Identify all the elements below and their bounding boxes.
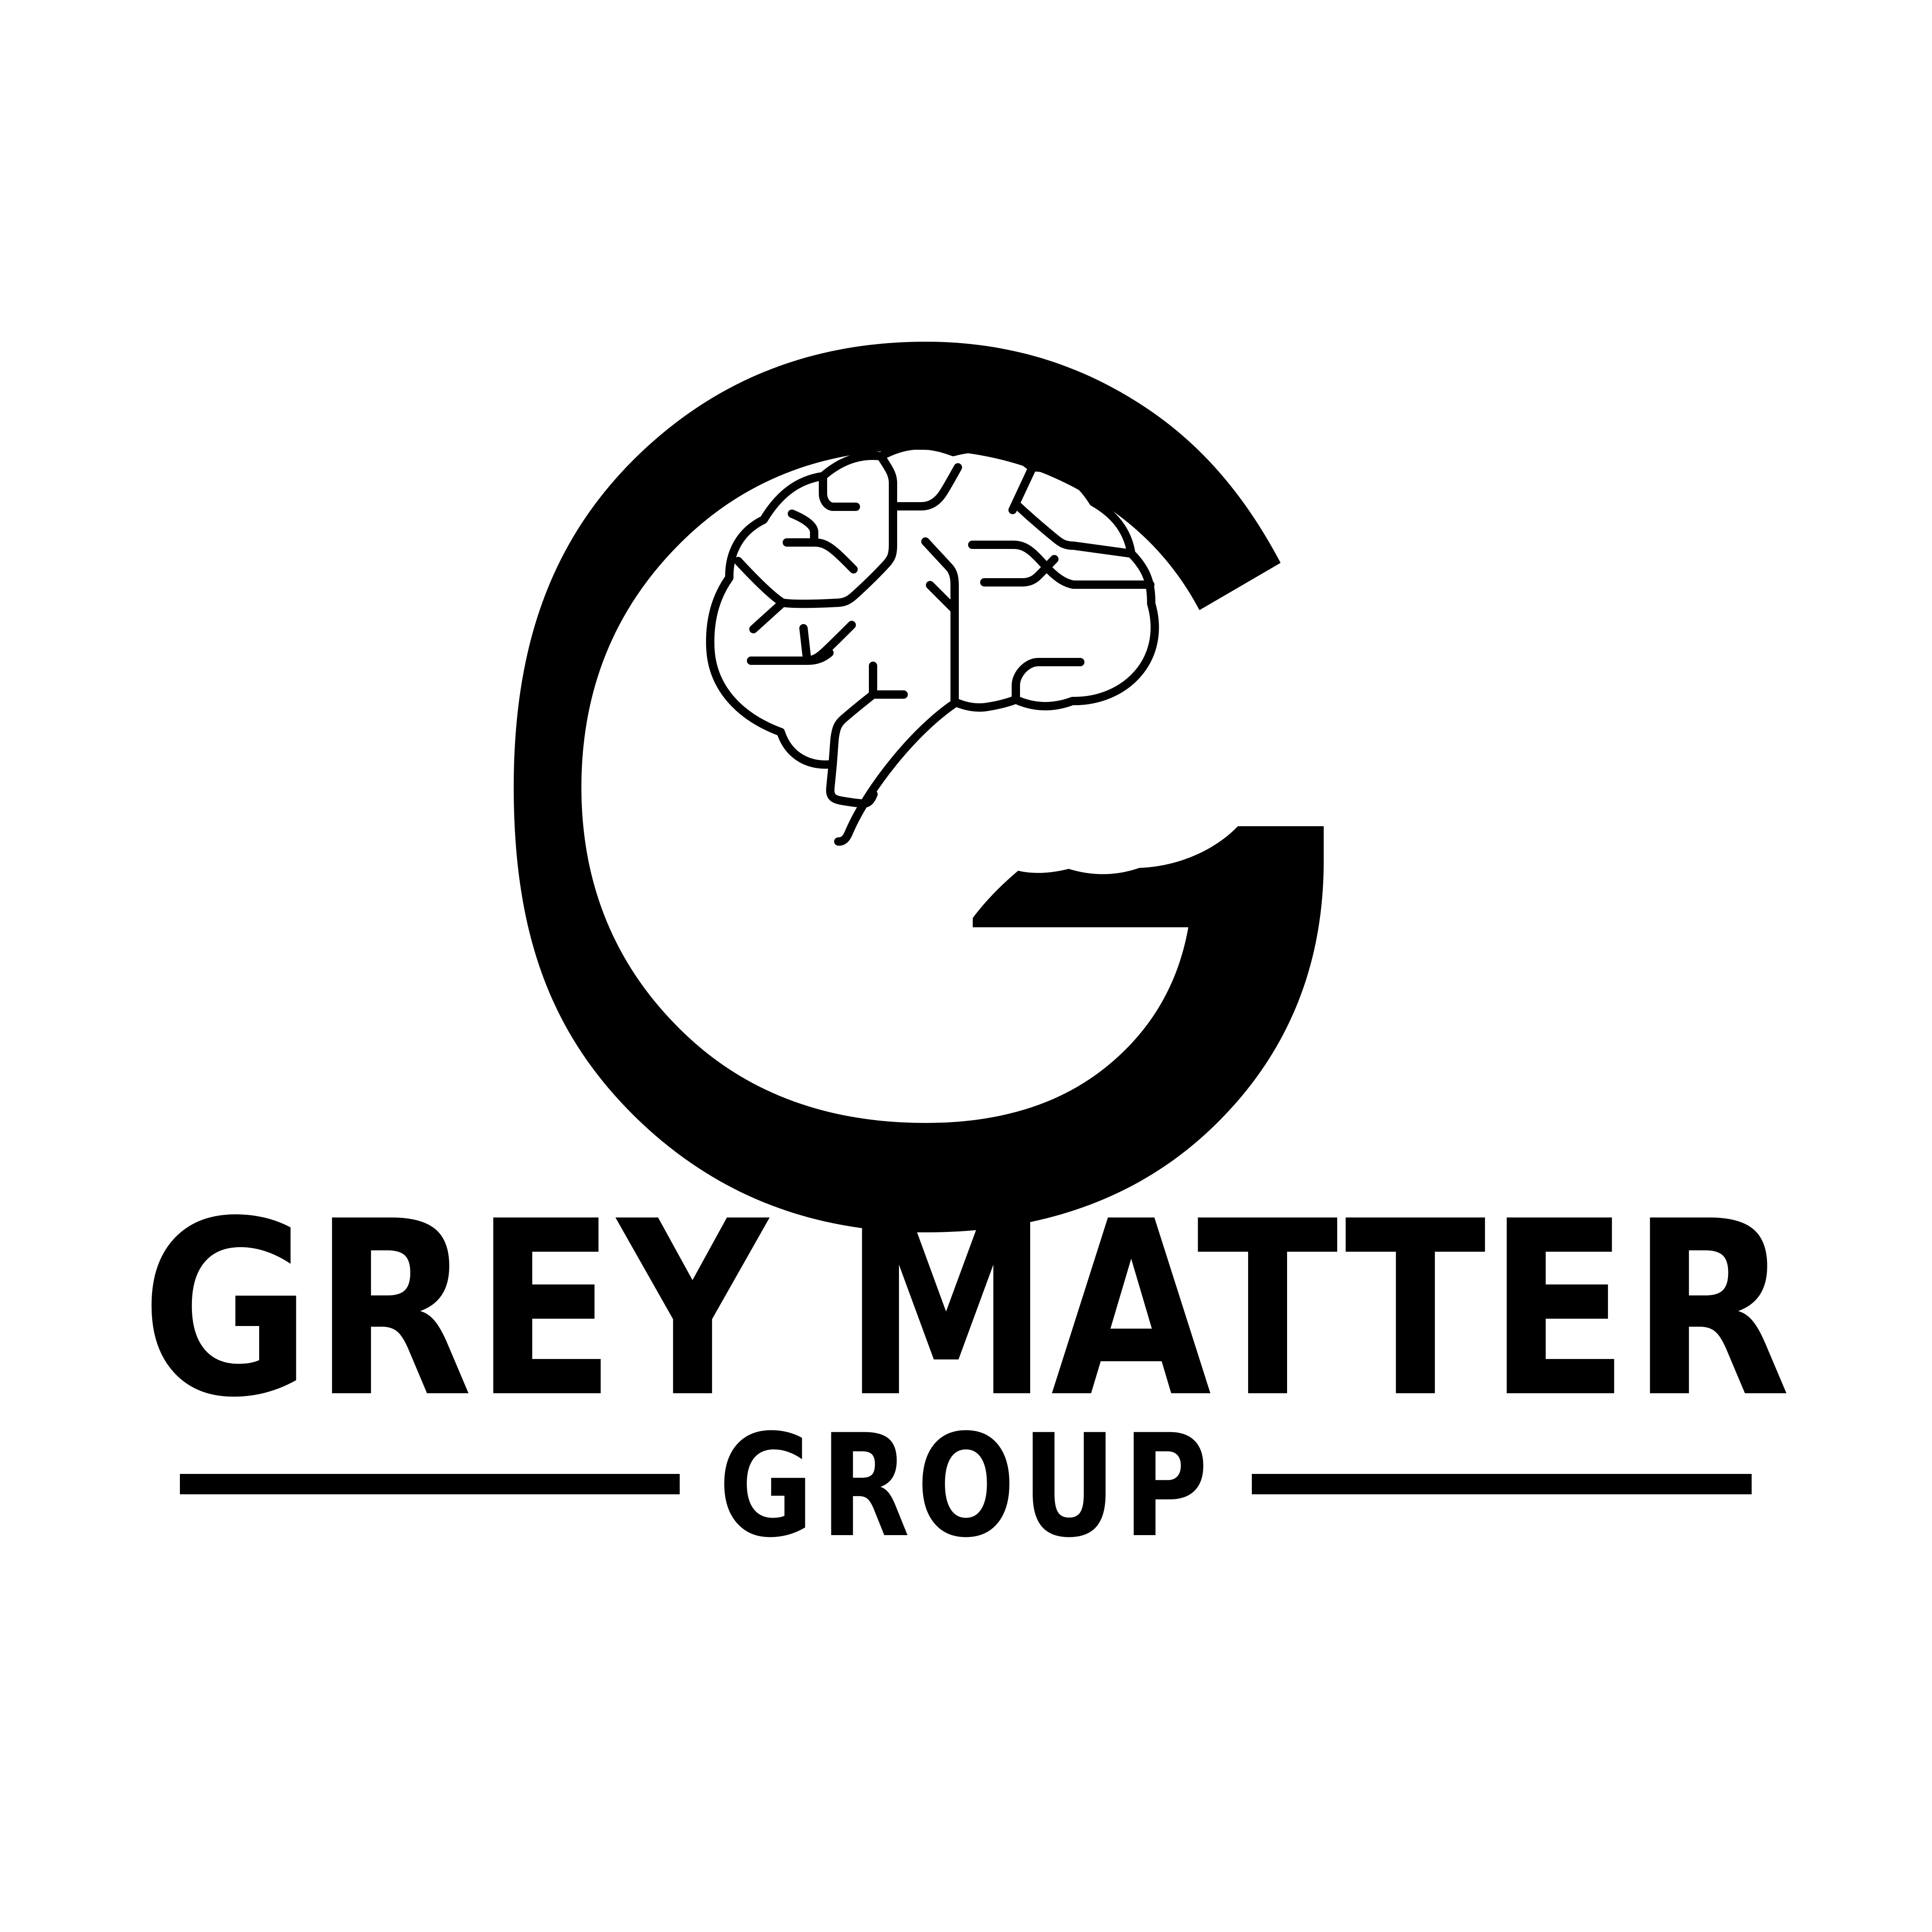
brand-tagline: GROUP (718, 1403, 1215, 1569)
brand-name: GREY MATTER (141, 1169, 1792, 1450)
circuit-brain-icon (706, 441, 1159, 846)
divider-right (1252, 1474, 1752, 1494)
divider-left (180, 1474, 680, 1494)
